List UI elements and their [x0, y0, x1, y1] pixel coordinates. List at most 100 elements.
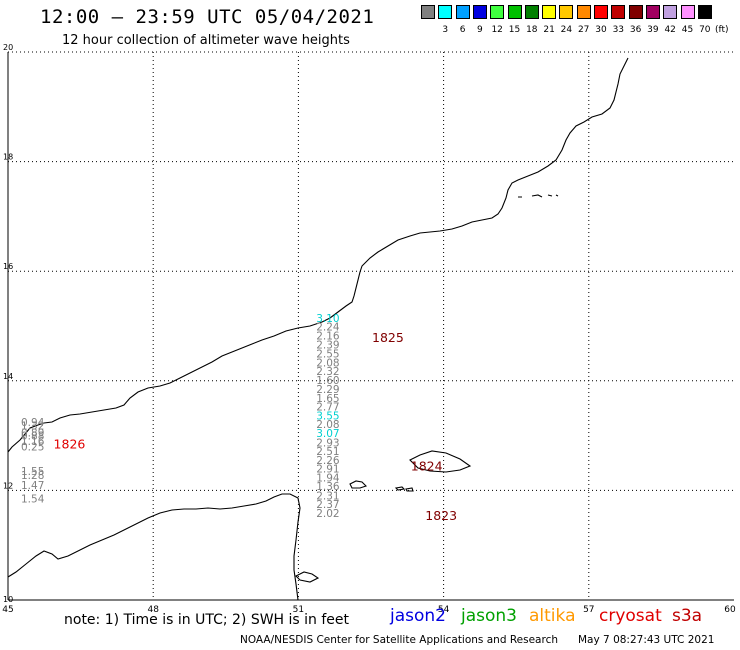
credit-line: NOAA/NESDIS Center for Satellite Applica…: [240, 634, 558, 646]
lon-label: 48: [147, 605, 159, 615]
scale-label: 12: [491, 25, 503, 35]
swh-value: 0.25: [21, 442, 44, 454]
scale-swatch: [594, 5, 608, 19]
swh-value: 2.39: [316, 340, 339, 352]
swh-value: 1.54: [21, 494, 45, 506]
scale-label: 18: [526, 25, 538, 35]
lat-label: 12: [3, 481, 13, 490]
scale-label: 9: [477, 25, 483, 35]
swh-value: 1.36: [316, 481, 340, 493]
mission-s3a: s3a: [672, 606, 703, 626]
swh-value: 1.28: [21, 470, 44, 482]
scale-swatch: [611, 5, 626, 19]
scale-label: 21: [543, 25, 555, 35]
swh-value: 1.47: [21, 480, 44, 492]
scale-label: 6: [459, 25, 466, 35]
swh-value: 2.16: [316, 330, 340, 342]
swh-value: 2.08: [316, 357, 339, 369]
swh-value: 2.93: [316, 437, 339, 449]
islet-a: [394, 486, 406, 491]
pass-label: 1823: [425, 508, 457, 523]
scale-label: 36: [629, 25, 642, 35]
abd-al-kuri-island: [349, 480, 368, 489]
lat-label: 14: [3, 372, 13, 381]
swh-value: 0.94: [21, 417, 45, 429]
swh-value: 2.31: [316, 490, 339, 502]
swh-value: 3.55: [316, 410, 339, 422]
swh-value: 1.32: [21, 420, 44, 432]
socotra-island: [409, 450, 472, 473]
lat-label: 20: [3, 43, 13, 52]
swh-value: 2.51: [316, 446, 339, 458]
kuria-muria-islands: [518, 194, 559, 198]
scale-swatch: [645, 5, 660, 19]
map-title: 12:00 – 23:59 UTC 05/04/2021: [40, 6, 375, 28]
lon-label: 45: [2, 605, 13, 615]
lat-label: 16: [3, 262, 13, 271]
swh-value: 2.29: [316, 384, 339, 396]
scale-swatch: [663, 5, 678, 19]
scale-label: 3: [442, 25, 449, 35]
swh-value: 0.89: [21, 427, 44, 439]
swh-value: 2.08: [316, 419, 339, 431]
swh-value: 1.94: [316, 472, 340, 484]
scale-swatch: [472, 5, 487, 19]
pass-label: 1825: [372, 330, 404, 345]
swh-value: 1.16: [21, 436, 45, 448]
swh-value: 2.77: [316, 402, 339, 414]
swh-value: 2.32: [316, 366, 339, 378]
swh-value: 1.65: [316, 393, 339, 405]
scale-swatch: [524, 5, 539, 19]
scale-label: 30: [595, 25, 607, 35]
frame: [7, 52, 734, 601]
scale-label: 45: [681, 25, 694, 35]
scale-swatch: [680, 5, 695, 19]
lat-label: 18: [3, 153, 13, 162]
map-subtitle: 12 hour collection of altimeter wave hei…: [62, 33, 350, 48]
scale-label: 70: [699, 25, 711, 35]
swh-value: 1.60: [316, 375, 339, 387]
swh-value: 0.88: [21, 431, 44, 443]
swh-value: 3.07: [316, 428, 339, 440]
swh-value: 2.24: [316, 322, 340, 334]
swh-value: 2.55: [316, 348, 339, 360]
pass-label: 1826: [54, 436, 86, 451]
arabia-coast: [7, 57, 629, 453]
pass-labels: 1825 1826 1824 1823: [54, 330, 458, 523]
islet-b: [405, 487, 414, 492]
observations: 3.102.242.162.392.552.082.321.602.291.65…: [21, 313, 340, 520]
scale-unit: (ft): [715, 25, 729, 35]
lon-label: 57: [583, 605, 594, 615]
scale-label: 27: [577, 25, 590, 35]
scale-swatch: [697, 5, 712, 19]
generated-timestamp: May 7 08:27:43 UTC 2021: [578, 634, 715, 646]
lat-labels: 10 12 14 16 18 20: [3, 43, 13, 604]
scale-swatch: [421, 5, 435, 19]
scale-swatch: [455, 5, 470, 19]
footer-note: note: 1) Time is in UTC; 2) SWH is in fe…: [64, 612, 350, 628]
coastline: [7, 57, 629, 601]
mission-jason3: jason3: [461, 606, 517, 626]
lon-label: 60: [724, 605, 736, 615]
mission-cryosat: cryosat: [599, 606, 662, 626]
scale-label: 24: [560, 25, 573, 35]
grid-lines: [8, 51, 734, 600]
scale-swatch: [490, 5, 505, 19]
somalia-coast: [7, 493, 301, 601]
swh-value: 2.02: [316, 508, 339, 520]
scale-swatch: [559, 5, 574, 19]
lon-label: 54: [438, 605, 450, 615]
scale-swatch: [507, 5, 522, 19]
swh-value: 2.26: [316, 455, 340, 467]
swh-value: 3.10: [316, 313, 339, 325]
swh-value: 2.37: [316, 499, 339, 511]
mission-jason2: jason2: [390, 606, 446, 626]
scale-swatch: [542, 5, 557, 19]
somalia-tip: [295, 571, 320, 583]
scale-label: 39: [647, 25, 659, 35]
scale-swatch: [576, 5, 591, 19]
scale-swatch: [438, 5, 453, 19]
lon-label: 51: [293, 605, 304, 615]
lon-labels: 45 48 51 54 57 60: [2, 605, 736, 615]
